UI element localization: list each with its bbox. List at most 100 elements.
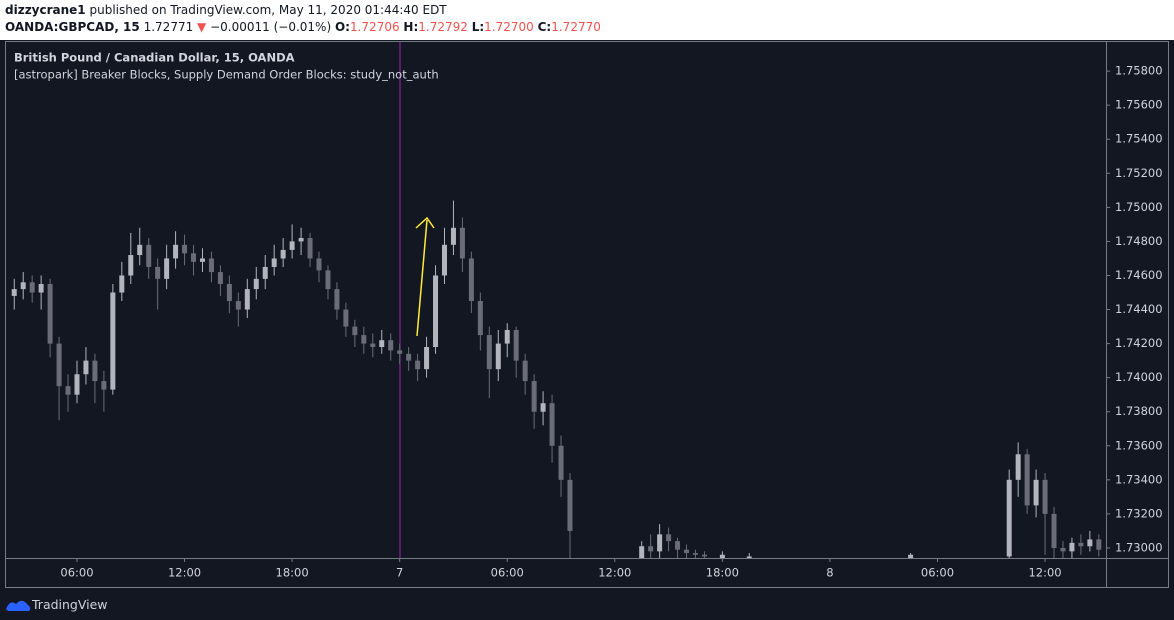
y-tick-label: 1.73600 (1115, 438, 1163, 452)
candle-body (155, 266, 161, 279)
candle-body (406, 353, 412, 361)
candle-body (468, 258, 474, 302)
candle-body (1087, 539, 1093, 547)
candle-body (388, 340, 394, 351)
c-label: C: (537, 20, 552, 34)
y-tick-label: 1.75000 (1115, 200, 1163, 214)
chart-subtitle: [astropark] Breaker Blocks, Supply Deman… (14, 68, 439, 82)
x-tick-label: 7 (396, 566, 403, 580)
candle-body (182, 244, 188, 254)
published: published on TradingView.com, May 11, 20… (89, 3, 447, 17)
candle-body (208, 258, 214, 273)
h-label: H: (403, 20, 419, 34)
candle-body (56, 343, 62, 387)
candle-body (657, 534, 663, 552)
y-tick-label: 1.74400 (1115, 302, 1163, 316)
candle-body (137, 244, 143, 256)
candle-body (1015, 454, 1021, 480)
candle-body (298, 238, 304, 242)
candle-body (397, 350, 403, 354)
y-tick-label: 1.75800 (1115, 64, 1163, 78)
candle-body (280, 249, 286, 259)
candle-body (908, 554, 914, 558)
chart-frame (5, 41, 1169, 588)
brand[interactable]: TradingView (32, 597, 108, 612)
candle-body (513, 329, 519, 361)
candle-body (101, 381, 107, 390)
candle-body (1024, 454, 1030, 506)
candle-body (441, 244, 447, 276)
candle-body (666, 534, 672, 542)
candle-body (450, 227, 456, 245)
candle-body (164, 258, 170, 279)
arrow-drawing (416, 219, 428, 337)
candle-body (253, 278, 259, 290)
y-tick-label: 1.75400 (1115, 132, 1163, 146)
o-label: O: (334, 20, 350, 34)
candle-body (47, 283, 53, 344)
candle-body (504, 329, 510, 344)
candle-body (692, 553, 698, 555)
candle-body (1096, 539, 1102, 550)
candle-body (110, 292, 116, 390)
x-tick-label: 06:00 (921, 566, 954, 580)
candle-body (226, 283, 232, 302)
candle-body (684, 549, 690, 554)
symbol: OANDA:GBPCAD, 15 (5, 20, 140, 34)
arrow-head (415, 216, 435, 229)
candle-body (522, 360, 528, 382)
x-tick-label: 8 (826, 566, 833, 580)
x-tick-label: 06:00 (491, 566, 524, 580)
candle-body (719, 554, 725, 558)
candle-body (567, 479, 573, 531)
candle-body (199, 258, 205, 262)
candle-body (262, 266, 268, 279)
candle-body (675, 541, 681, 550)
x-tick-label: 12:00 (598, 566, 631, 580)
candle-body (531, 381, 537, 412)
candle-body (352, 326, 358, 336)
y-tick-label: 1.73000 (1115, 540, 1163, 554)
candle-body (244, 289, 250, 310)
candle-body (289, 241, 295, 250)
logo (6, 600, 31, 611)
candle-body (334, 289, 340, 310)
y-tick-label: 1.73200 (1115, 506, 1163, 520)
l-label: L: (471, 20, 485, 34)
x-tick-label: 12:00 (1028, 566, 1061, 580)
candle-body (540, 403, 546, 412)
c: 1.72770 (551, 20, 601, 34)
candle-body (639, 546, 645, 558)
last: 1.72771 (143, 20, 194, 34)
y-tick-label: 1.75600 (1115, 98, 1163, 112)
candle-body (119, 275, 125, 293)
candle-body (701, 554, 707, 557)
candle-body (424, 347, 430, 370)
candle-body (20, 282, 26, 290)
candle-body (307, 238, 313, 259)
candle-body (343, 309, 349, 327)
candle-body (217, 272, 223, 284)
y-tick-label: 1.74600 (1115, 268, 1163, 282)
candle-body (65, 386, 71, 395)
candle-body (316, 258, 322, 271)
candle-body (11, 289, 17, 296)
chart-title: British Pound / Canadian Dollar, 15, OAN… (14, 51, 295, 65)
l: 1.72700 (484, 20, 534, 34)
arrow: ▼ (197, 20, 207, 34)
change: −0.00011 (−0.01%) (210, 20, 332, 34)
candle-body (558, 445, 564, 480)
candle-body (549, 403, 555, 446)
candle-body (495, 343, 501, 370)
y-tick-label: 1.74000 (1115, 370, 1163, 384)
candle-body (415, 360, 421, 370)
candles (11, 200, 1102, 558)
candle-body (433, 275, 439, 348)
candle-body (1060, 547, 1066, 552)
author[interactable]: dizzycrane1 (5, 3, 86, 17)
candle-body (128, 255, 134, 276)
o: 1.72706 (349, 20, 400, 34)
candle-body (146, 244, 152, 267)
